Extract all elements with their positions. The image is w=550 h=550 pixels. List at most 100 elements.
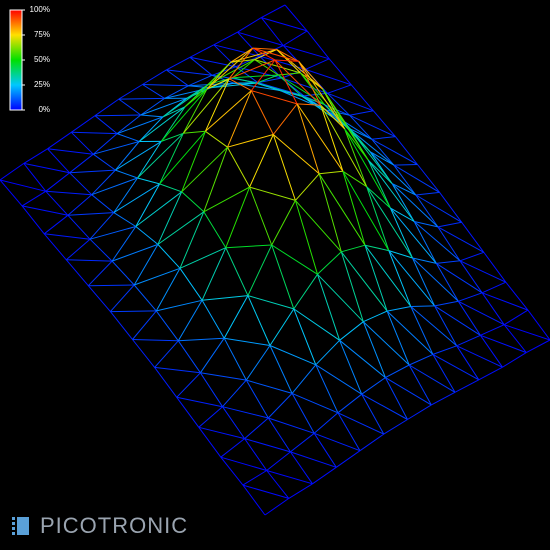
- mesh-edge: [366, 186, 390, 251]
- mesh-edge: [293, 308, 340, 341]
- mesh-edge: [225, 186, 251, 248]
- mesh-edge: [336, 450, 361, 468]
- mesh-edge: [313, 433, 337, 468]
- mesh-edge: [232, 74, 279, 79]
- mesh-edge: [391, 183, 415, 222]
- mesh-edge: [92, 133, 118, 155]
- mesh-edge: [502, 352, 527, 368]
- mesh-edge: [386, 310, 434, 355]
- mesh-edge: [458, 292, 483, 302]
- mesh-edge: [257, 77, 282, 84]
- mesh-edge: [393, 164, 418, 166]
- mesh-edge: [222, 406, 269, 419]
- mesh-edge: [274, 59, 322, 106]
- mesh-edge: [439, 192, 463, 223]
- mesh-edge: [223, 295, 249, 339]
- mesh-edge: [176, 396, 223, 408]
- mesh-edge: [213, 44, 260, 57]
- mesh-edge: [288, 483, 313, 499]
- mesh-edge: [177, 300, 203, 342]
- mesh-edge: [456, 345, 480, 381]
- mesh-edge: [69, 153, 94, 174]
- mesh-edge: [303, 95, 350, 116]
- mesh-edge: [274, 59, 299, 62]
- mesh-edge: [390, 207, 415, 222]
- mesh-edge: [271, 244, 318, 275]
- mesh-edge: [93, 153, 116, 171]
- mesh-edge: [142, 84, 189, 87]
- mesh-edge: [252, 47, 299, 62]
- mesh-edge: [89, 238, 113, 262]
- mesh-edge: [198, 427, 222, 458]
- mesh-edge: [362, 321, 410, 366]
- mesh-edge: [315, 364, 362, 395]
- mesh-edge: [45, 172, 70, 192]
- mesh-edge: [268, 417, 315, 434]
- mesh-edge: [364, 244, 412, 307]
- mesh-edge: [181, 131, 206, 192]
- mesh-edge: [162, 83, 210, 118]
- mesh-edge: [383, 419, 408, 435]
- colorbar: [9, 9, 23, 111]
- mesh-edge: [387, 306, 411, 312]
- mesh-edge: [347, 127, 372, 140]
- mesh-edge: [166, 56, 191, 71]
- mesh-edge: [385, 364, 410, 379]
- mesh-edge: [317, 274, 341, 341]
- mesh-edge: [412, 257, 437, 264]
- mesh-edge: [157, 191, 183, 245]
- mesh-edge: [341, 244, 366, 253]
- mesh-edge: [434, 305, 458, 347]
- logo-icon: [12, 522, 15, 525]
- mesh-edge: [371, 136, 396, 140]
- mesh-edge: [412, 257, 436, 307]
- mesh-edge: [205, 90, 252, 132]
- mesh-edge: [260, 17, 284, 46]
- mesh-edge: [115, 141, 140, 171]
- mesh-edge: [116, 114, 142, 134]
- mesh-edge: [67, 194, 93, 216]
- mesh-edge: [340, 251, 364, 322]
- mesh-edge: [228, 78, 252, 92]
- colorbar-label: 25%: [34, 80, 50, 89]
- mesh-edge: [266, 470, 313, 485]
- mesh-edge: [183, 130, 206, 134]
- mesh-edge: [349, 114, 373, 140]
- mesh-edge: [410, 306, 434, 355]
- mesh-edge: [361, 377, 386, 395]
- mesh-edge: [283, 30, 308, 46]
- mesh-edge: [0, 179, 23, 207]
- mesh-edge: [317, 273, 364, 323]
- mesh-edge: [254, 59, 279, 76]
- mesh-edge: [227, 134, 274, 148]
- mesh-edge: [283, 45, 330, 60]
- mesh-edge: [43, 214, 69, 235]
- mesh-edge: [254, 59, 301, 74]
- mesh-edge: [156, 299, 203, 312]
- mesh-edge: [23, 163, 47, 192]
- logo-text: PICOTRONIC: [40, 513, 188, 538]
- mesh-edge: [320, 105, 368, 187]
- mesh-edge: [69, 172, 93, 196]
- mesh-edge: [274, 59, 298, 105]
- mesh-edge: [291, 393, 315, 434]
- mesh-edge: [205, 130, 228, 148]
- mesh-edge: [284, 4, 308, 32]
- mesh-edge: [47, 148, 94, 155]
- mesh-edge: [269, 308, 295, 346]
- mesh-edge: [199, 337, 225, 374]
- mesh-edge: [327, 84, 352, 94]
- mesh-edge: [415, 194, 462, 223]
- mesh-edge: [337, 412, 385, 435]
- mesh-edge: [363, 310, 388, 323]
- mesh-edge: [293, 274, 318, 310]
- mesh-edge: [503, 309, 529, 326]
- mesh-edge: [242, 470, 267, 486]
- mesh-edge: [305, 68, 352, 86]
- mesh-edge: [278, 74, 325, 105]
- mesh-edge: [325, 109, 372, 140]
- mesh-edge: [342, 170, 367, 188]
- mesh-edge: [230, 49, 277, 63]
- mesh-edge: [366, 186, 413, 259]
